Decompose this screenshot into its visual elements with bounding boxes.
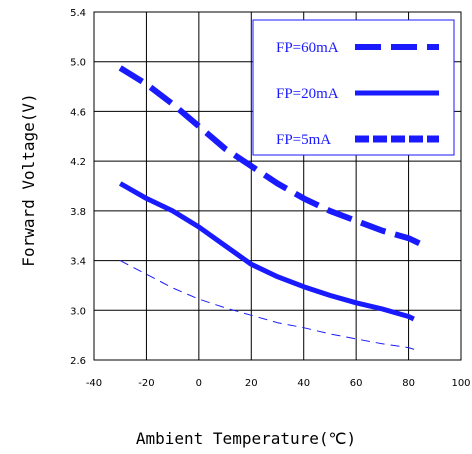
y-tick-label: 2.6	[70, 356, 86, 367]
x-tick-label: 40	[297, 378, 310, 389]
y-tick-label: 4.6	[70, 107, 86, 118]
y-tick-label: 3.4	[70, 257, 86, 268]
legend-label: FP=20mA	[276, 86, 339, 102]
x-tick-label: 60	[350, 378, 363, 389]
x-tick-label: -40	[86, 378, 102, 389]
y-tick-label: 4.2	[70, 157, 86, 168]
x-tick-label: 80	[402, 378, 415, 389]
y-tick-label: 3.8	[70, 207, 86, 218]
y-tick-label: 5.0	[70, 58, 86, 69]
x-tick-label: 20	[245, 378, 258, 389]
y-axis-label: Forward Voltage(V)	[19, 93, 38, 266]
legend-label: FP=60mA	[276, 40, 339, 56]
series-line-1	[120, 184, 414, 320]
x-tick-label: -20	[138, 378, 154, 389]
x-tick-label: 100	[451, 378, 470, 389]
y-tick-label: 3.0	[70, 306, 86, 317]
legend: FP=60mA FP=20mA FP=5mA	[253, 20, 454, 155]
x-tick-label: 0	[196, 378, 202, 389]
y-tick-label: 5.4	[70, 8, 86, 19]
legend-label: FP=5mA	[276, 132, 331, 148]
x-axis-label: Ambient Temperature(℃)	[136, 429, 356, 448]
